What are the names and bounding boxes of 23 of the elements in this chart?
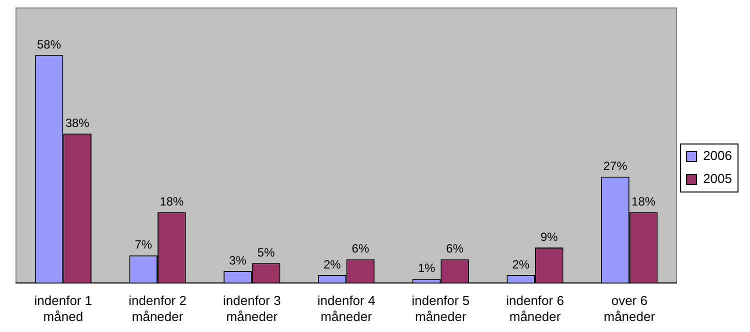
x-tick-label: indenfor 5 måneder: [412, 293, 470, 324]
data-label: 2%: [512, 257, 530, 272]
data-label: 18%: [160, 194, 184, 208]
data-label: 6%: [446, 242, 464, 256]
legend-label: 2006: [703, 148, 732, 164]
x-tick-label: indenfor 4 måneder: [317, 293, 376, 324]
data-label: 58%: [37, 37, 62, 52]
data-label: 7%: [134, 238, 152, 252]
data-label: 5%: [257, 245, 276, 260]
x-tick-label: indenfor 1 måned: [34, 293, 92, 324]
data-label: 27%: [603, 159, 628, 174]
data-label: 18%: [632, 194, 656, 208]
legend-label: 2005: [703, 171, 732, 186]
data-label: 6%: [352, 242, 370, 256]
data-label: 38%: [65, 116, 90, 130]
data-label: 9%: [540, 230, 558, 244]
x-tick-label: indenfor 6 måneder: [506, 293, 564, 324]
data-label: 1%: [418, 261, 436, 276]
x-tick-label: over 6 måneder: [604, 293, 656, 324]
x-tick-label: indenfor 3 måneder: [223, 293, 281, 324]
data-label: 2%: [323, 257, 342, 272]
data-label: 3%: [229, 253, 247, 268]
x-tick-label: indenfor 2 måneder: [128, 293, 186, 324]
